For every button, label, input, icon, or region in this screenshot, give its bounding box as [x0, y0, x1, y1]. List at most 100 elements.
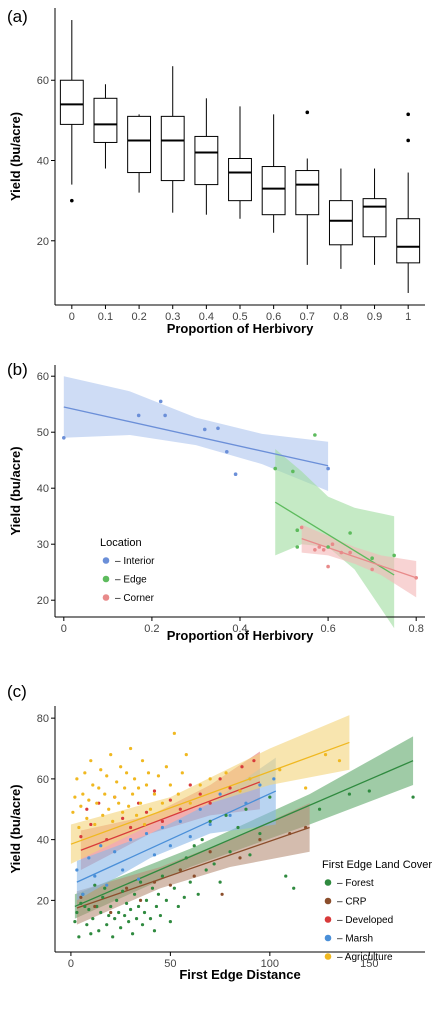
x-tick-label: 1 — [405, 311, 411, 323]
data-point-marsh — [228, 813, 232, 817]
data-point-agriculture — [87, 798, 91, 802]
legend-label: – Agriculture — [337, 952, 393, 963]
data-point-agriculture — [160, 801, 165, 805]
legend-swatch-interior — [102, 557, 110, 564]
data-point-developed — [89, 822, 93, 827]
data-point-forest — [79, 901, 83, 906]
fit-line-marsh — [76, 790, 277, 883]
data-point-agriculture — [113, 795, 117, 799]
x-tick-label: 0 — [69, 311, 75, 323]
y-axis-title: Yield (bu/acre) — [8, 784, 23, 873]
legend-label: – Marsh — [337, 934, 373, 945]
data-point-agriculture — [99, 768, 103, 772]
data-point-forest — [248, 853, 252, 857]
data-point-developed — [208, 801, 212, 805]
data-point-corner — [321, 548, 326, 552]
box-body — [362, 198, 387, 238]
data-point-agriculture — [337, 759, 342, 763]
data-point-marsh — [198, 807, 202, 811]
data-point-forest — [77, 935, 81, 939]
legend-title: Location — [100, 537, 142, 549]
box-0.9 — [362, 168, 387, 265]
data-point-forest — [115, 898, 119, 902]
x-axis-title: First Edge Distance — [179, 967, 300, 982]
x-tick-label: 0 — [61, 623, 67, 635]
box-body — [261, 166, 286, 216]
fit-line-agriculture — [70, 741, 350, 845]
x-tick-label: 100 — [261, 958, 279, 970]
data-point-crp — [208, 850, 212, 854]
box-body — [59, 79, 84, 125]
box-0 — [59, 20, 84, 203]
data-point-interior — [62, 436, 66, 440]
box-0.8 — [328, 168, 353, 269]
x-tick-label: 50 — [164, 958, 176, 970]
data-point-agriculture — [323, 752, 328, 757]
data-point-agriculture — [136, 786, 141, 790]
y-tick-label: 40 — [37, 156, 49, 168]
data-point-agriculture — [198, 783, 202, 787]
data-point-agriculture — [105, 774, 109, 778]
data-point-marsh — [152, 853, 157, 857]
data-point-corner — [348, 550, 352, 555]
panel-label: (c) — [7, 682, 27, 701]
data-point-forest — [228, 850, 232, 854]
data-point-agriculture — [130, 792, 135, 796]
data-point-crp — [288, 831, 292, 836]
data-point-agriculture — [140, 759, 145, 763]
fit-line-crp — [76, 826, 310, 909]
data-point-agriculture — [156, 774, 161, 778]
data-point-forest — [148, 916, 153, 921]
outlier-point — [305, 110, 310, 115]
x-tick-label: 0.6 — [266, 311, 281, 323]
data-point-marsh — [93, 874, 97, 878]
data-point-developed — [128, 825, 133, 830]
data-point-agriculture — [144, 783, 149, 787]
data-point-corner — [299, 525, 304, 530]
box-0.4 — [194, 98, 219, 215]
data-point-forest — [144, 898, 149, 902]
data-point-agriculture — [121, 810, 125, 814]
data-point-marsh — [121, 868, 125, 872]
data-point-agriculture — [152, 792, 157, 796]
data-point-developed — [178, 807, 182, 811]
data-point-forest — [123, 913, 127, 918]
data-point-agriculture — [224, 771, 228, 775]
data-point-edge — [348, 531, 352, 535]
data-point-agriculture — [138, 801, 143, 805]
data-point-forest — [128, 907, 133, 912]
data-point-interior — [158, 399, 163, 404]
data-point-forest — [89, 932, 93, 936]
x-tick-label: 0.5 — [232, 311, 247, 323]
box-0.5 — [228, 106, 252, 219]
data-point-crp — [178, 868, 182, 872]
data-point-agriculture — [73, 795, 77, 799]
data-point-agriculture — [180, 771, 184, 775]
legend-label: – Interior — [115, 556, 155, 567]
data-point-agriculture — [278, 768, 282, 772]
data-point-developed — [160, 819, 165, 824]
data-point-forest — [109, 904, 113, 909]
data-point-interior — [224, 450, 229, 454]
y-axis-title: Yield (bu/acre) — [8, 112, 23, 201]
data-point-interior — [163, 413, 167, 418]
data-point-agriculture — [148, 807, 153, 811]
data-point-agriculture — [115, 780, 119, 784]
data-point-agriculture — [248, 777, 252, 781]
data-point-agriculture — [238, 789, 242, 793]
data-point-agriculture — [117, 801, 121, 805]
legend-swatch-marsh — [324, 934, 332, 942]
data-point-marsh — [99, 844, 103, 848]
confidence-band-agriculture — [70, 715, 350, 864]
x-axis-title: Proportion of Herbivory — [167, 321, 314, 336]
data-point-forest — [236, 825, 240, 830]
data-point-interior — [233, 472, 238, 477]
data-point-agriculture — [95, 801, 99, 805]
data-point-edge — [326, 545, 330, 549]
y-tick-label: 30 — [37, 539, 49, 551]
y-axis-title: Yield (bu/acre) — [8, 446, 23, 535]
data-point-forest — [105, 923, 109, 927]
data-point-forest — [117, 910, 121, 915]
data-point-agriculture — [208, 777, 212, 781]
data-point-agriculture — [77, 825, 81, 830]
